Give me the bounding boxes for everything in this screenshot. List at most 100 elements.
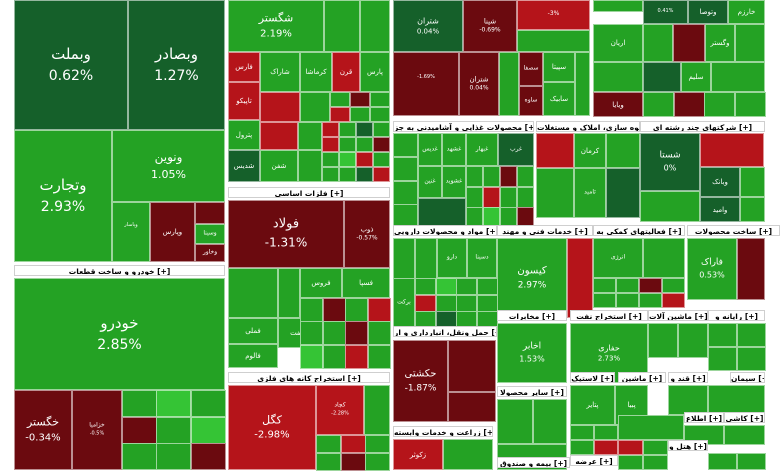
small-stock-tile[interactable] bbox=[737, 238, 765, 300]
small-stock-tile[interactable] bbox=[260, 122, 298, 150]
small-stock-tile[interactable] bbox=[122, 417, 157, 444]
small-stock-tile[interactable] bbox=[575, 52, 590, 116]
small-stock-tile[interactable] bbox=[594, 425, 618, 440]
small-stock-tile[interactable] bbox=[517, 30, 590, 52]
small-stock-tile[interactable] bbox=[674, 92, 705, 117]
tile-vetejarat[interactable]: وتجارت 2.93% bbox=[14, 130, 112, 262]
tile-stock[interactable]: وپاسار bbox=[112, 202, 150, 262]
tile-vebmellat[interactable]: وبملت 0.62% bbox=[14, 0, 128, 130]
small-stock-tile[interactable] bbox=[260, 92, 300, 122]
small-stock-tile[interactable] bbox=[606, 133, 640, 168]
sector-header[interactable]: اطلاع [+] bbox=[684, 412, 724, 423]
small-stock-tile[interactable] bbox=[278, 268, 300, 318]
small-stock-tile[interactable] bbox=[345, 298, 368, 322]
small-stock-tile[interactable] bbox=[740, 197, 765, 222]
small-stock-tile[interactable] bbox=[339, 122, 356, 137]
small-stock-tile[interactable] bbox=[616, 278, 639, 293]
small-stock-tile[interactable] bbox=[316, 435, 341, 453]
sector-header[interactable]: مخابرات [+] bbox=[497, 310, 567, 321]
tile-faros[interactable]: فروس bbox=[300, 268, 342, 298]
small-stock-tile[interactable] bbox=[300, 92, 330, 122]
small-stock-tile[interactable] bbox=[330, 107, 350, 122]
small-stock-tile[interactable] bbox=[191, 390, 226, 417]
sector-header[interactable]: سیمان [+] bbox=[730, 372, 765, 383]
small-stock-tile[interactable] bbox=[322, 167, 339, 182]
small-stock-tile[interactable] bbox=[708, 323, 737, 347]
small-stock-tile[interactable] bbox=[345, 345, 368, 369]
small-stock-tile[interactable] bbox=[122, 390, 157, 417]
small-stock-tile[interactable] bbox=[456, 278, 477, 295]
small-stock-tile[interactable] bbox=[356, 167, 373, 182]
small-stock-tile[interactable] bbox=[350, 92, 370, 107]
small-stock-tile[interactable] bbox=[593, 62, 643, 92]
sector-header[interactable]: خودرو و ساخت قطعات [+] bbox=[14, 265, 225, 276]
tile-savaveh[interactable]: ساوه bbox=[519, 86, 543, 116]
sector-header[interactable]: شرکتهای چند رشته ای [+] bbox=[640, 121, 765, 132]
tile-stock[interactable]: -3% bbox=[517, 0, 590, 30]
small-stock-tile[interactable] bbox=[322, 152, 339, 167]
small-stock-tile[interactable] bbox=[700, 133, 764, 167]
small-stock-tile[interactable] bbox=[643, 440, 668, 455]
small-stock-tile[interactable] bbox=[300, 321, 323, 345]
small-stock-tile[interactable] bbox=[740, 167, 765, 197]
small-stock-tile[interactable] bbox=[517, 187, 534, 208]
tile-ghbahar[interactable]: غبهار bbox=[466, 133, 498, 166]
small-stock-tile[interactable] bbox=[466, 187, 483, 208]
small-stock-tile[interactable] bbox=[300, 345, 323, 369]
tile-petrol[interactable]: پترول bbox=[228, 120, 260, 150]
small-stock-tile[interactable] bbox=[483, 166, 500, 187]
small-stock-tile[interactable] bbox=[477, 278, 498, 295]
sector-header[interactable]: عرضه [+] bbox=[570, 455, 618, 466]
small-stock-tile[interactable] bbox=[497, 399, 533, 444]
tile-stock[interactable]: 0.41% bbox=[643, 0, 688, 24]
small-stock-tile[interactable] bbox=[708, 453, 737, 470]
small-stock-tile[interactable] bbox=[373, 122, 390, 137]
small-stock-tile[interactable] bbox=[298, 122, 322, 150]
sector-header[interactable]: فعالیتهای کمکی به [+] bbox=[593, 225, 685, 236]
tile-khegostar[interactable]: خگستر -0.34% bbox=[14, 390, 72, 470]
small-stock-tile[interactable] bbox=[322, 122, 339, 137]
tile-shara[interactable]: شاراک bbox=[260, 52, 300, 92]
tile-sheteran[interactable]: شتران 0.04% bbox=[393, 0, 463, 52]
small-stock-tile[interactable] bbox=[191, 417, 226, 444]
small-stock-tile[interactable] bbox=[341, 453, 366, 471]
small-stock-tile[interactable] bbox=[368, 345, 391, 369]
tile-vebank[interactable]: وبانک bbox=[700, 167, 740, 197]
tile-vparis[interactable]: وپارس bbox=[150, 202, 195, 262]
small-stock-tile[interactable] bbox=[618, 440, 643, 455]
small-stock-tile[interactable] bbox=[499, 52, 519, 116]
small-stock-tile[interactable] bbox=[567, 238, 593, 318]
tile-zob[interactable]: ذوب -0.57% bbox=[344, 200, 390, 268]
small-stock-tile[interactable] bbox=[195, 202, 225, 224]
sector-header[interactable]: محصولات غذایی و آشامیدنی به جز [+] bbox=[393, 121, 534, 132]
small-stock-tile[interactable] bbox=[350, 107, 370, 122]
small-stock-tile[interactable] bbox=[436, 295, 457, 312]
sector-header[interactable]: مواد و محصولات دارویی [+] bbox=[393, 225, 497, 236]
tile-sabik[interactable]: سابیک bbox=[543, 82, 575, 116]
small-stock-tile[interactable] bbox=[448, 392, 496, 422]
small-stock-tile[interactable] bbox=[393, 133, 418, 157]
small-stock-tile[interactable] bbox=[316, 453, 341, 471]
small-stock-tile[interactable] bbox=[533, 399, 567, 444]
small-stock-tile[interactable] bbox=[643, 62, 681, 92]
small-stock-tile[interactable] bbox=[594, 440, 618, 455]
small-stock-tile[interactable] bbox=[570, 440, 594, 455]
small-stock-tile[interactable] bbox=[668, 385, 708, 415]
small-stock-tile[interactable] bbox=[156, 417, 191, 444]
small-stock-tile[interactable] bbox=[643, 455, 668, 470]
tile-ptaer[interactable]: پتایر bbox=[570, 385, 615, 425]
tile-falum[interactable]: فالوم bbox=[228, 344, 278, 368]
small-stock-tile[interactable] bbox=[356, 137, 373, 152]
tile-shefan[interactable]: شفن bbox=[260, 150, 298, 182]
small-stock-tile[interactable] bbox=[643, 24, 673, 62]
small-stock-tile[interactable] bbox=[322, 137, 339, 152]
small-stock-tile[interactable] bbox=[436, 278, 457, 295]
tile-vsina[interactable]: وسینا bbox=[195, 224, 225, 244]
small-stock-tile[interactable] bbox=[345, 321, 368, 345]
small-stock-tile[interactable] bbox=[618, 455, 643, 470]
tile-selim[interactable]: سلیم bbox=[681, 62, 711, 92]
tile-shasta[interactable]: شستا 0% bbox=[640, 133, 700, 191]
small-stock-tile[interactable] bbox=[323, 298, 346, 322]
small-stock-tile[interactable] bbox=[365, 453, 390, 471]
sector-header[interactable]: ماشین آلات [+] bbox=[648, 310, 708, 321]
